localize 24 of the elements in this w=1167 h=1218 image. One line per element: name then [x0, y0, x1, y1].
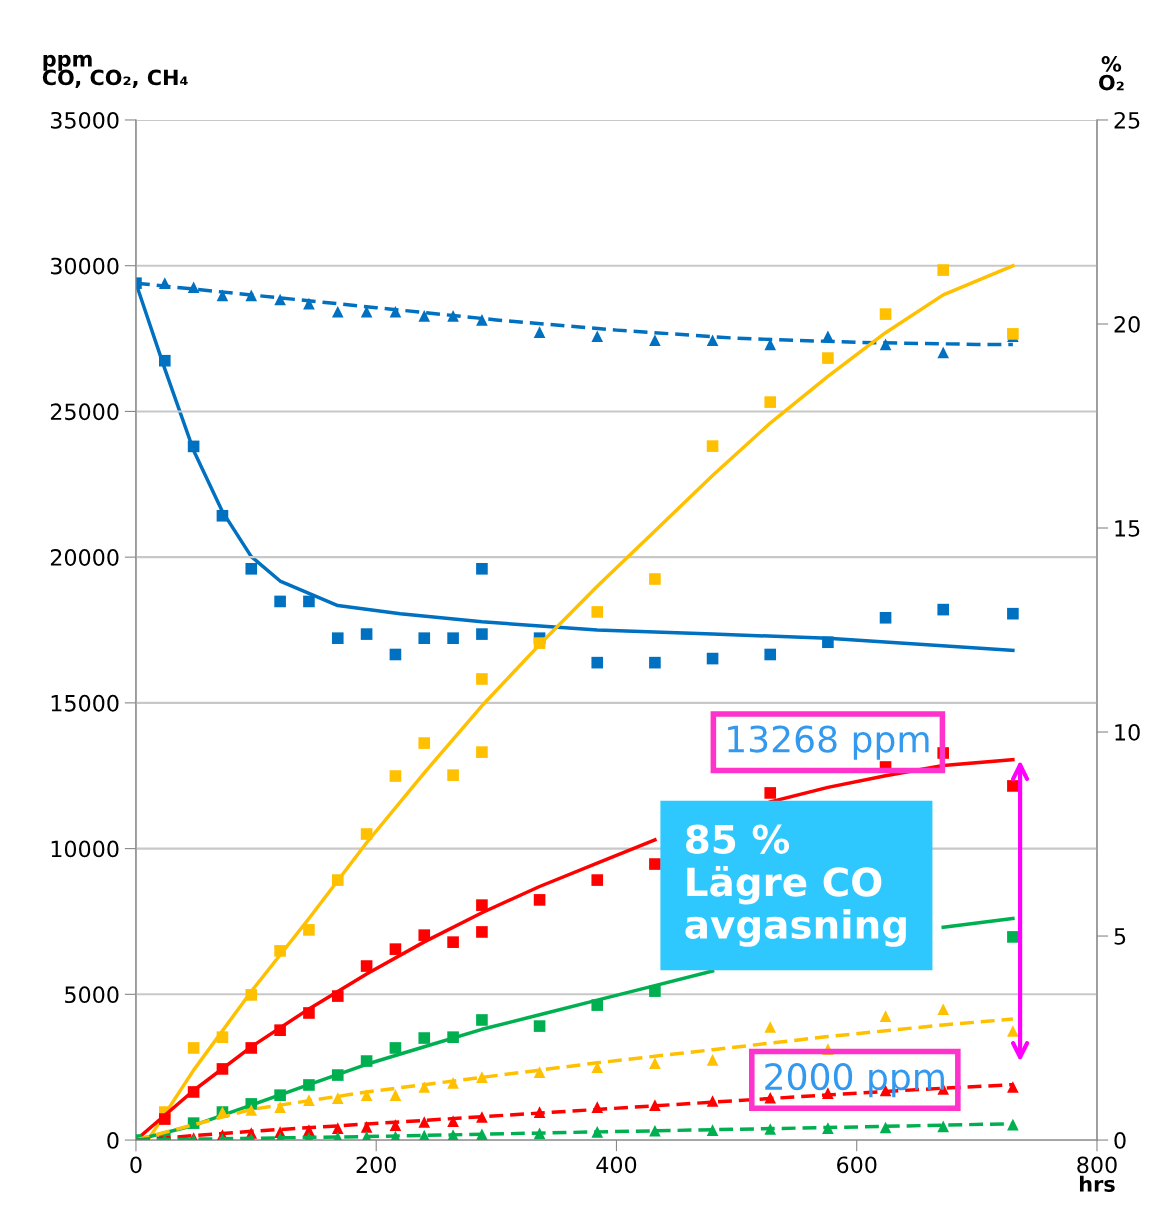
y-tick-label: 30000 — [50, 257, 119, 275]
x-axis-title: hrs — [1079, 1175, 1115, 1192]
y2-tick-label: 0 — [1114, 1132, 1126, 1149]
y-tick-label: 25000 — [50, 403, 119, 421]
x-tick-label: 400 — [596, 1156, 637, 1174]
y-tick-label: 20000 — [50, 549, 119, 566]
y2-tick-label: 10 — [1115, 723, 1140, 741]
y-tick-label: 0 — [107, 1132, 119, 1149]
annotation: 85 % Lägre CO avgasning — [685, 824, 906, 947]
y-tick-label: 15000 — [51, 694, 119, 712]
x-tick-label: 200 — [356, 1156, 396, 1174]
y-axis-title: ppm CO, CO₂, CH₄ — [42, 54, 188, 88]
x-tick-label: 0 — [130, 1156, 142, 1174]
y2-axis-title: % O₂ — [1099, 56, 1124, 91]
y-tick-label: 5000 — [65, 986, 119, 1004]
y2-tick-label: 20 — [1114, 315, 1140, 333]
y-tick-label: 10000 — [51, 840, 119, 858]
x-tick-label: 600 — [837, 1156, 877, 1174]
y-tick-label: 35000 — [50, 111, 119, 129]
annotation: 13268 ppm — [728, 725, 929, 760]
y2-tick-label: 25 — [1114, 111, 1140, 129]
y2-tick-label: 5 — [1114, 928, 1126, 945]
y2-tick-label: 15 — [1115, 520, 1140, 537]
x-tick-label: 800 — [1077, 1156, 1117, 1174]
